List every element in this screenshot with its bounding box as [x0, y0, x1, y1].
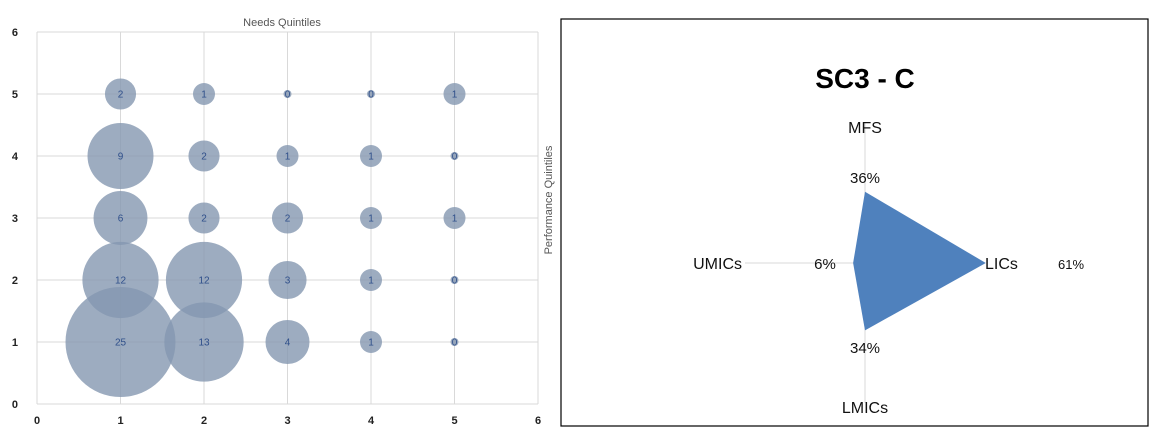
bubble-x-tick-label: 1: [117, 415, 123, 427]
bubble-x-tick-label: 5: [451, 415, 457, 427]
bubble-point: [104, 78, 137, 110]
bubble-data-label: 1: [368, 214, 374, 225]
bubble-data-label: 25: [115, 338, 127, 349]
bubble-data-label: 1: [368, 152, 374, 163]
bubble-x-tick-label: 3: [284, 415, 290, 427]
radar-panel-border: [560, 18, 1149, 427]
bubble-point: [165, 241, 243, 319]
bubble-point: [87, 123, 154, 189]
radar-chart: SC3 - C MFS LICs LMICs UMICs 36% 61% 34% 6%: [560, 18, 1149, 427]
bubble-point: [268, 260, 307, 300]
bubble-x-tick-label: 2: [201, 415, 207, 427]
bubble-x-tick-label: 6: [535, 415, 541, 427]
bubble-data-label: 0: [452, 152, 458, 163]
bubble-data-label: 13: [198, 338, 210, 349]
radar-polygon: [853, 191, 986, 331]
radar-axis-name: LMICs: [842, 400, 888, 417]
bubble-point: [65, 287, 176, 397]
bubble-point: [450, 276, 459, 284]
bubble-point: [450, 338, 459, 346]
bubble-y-axis-title: Performance Quintiles: [543, 145, 555, 254]
bubble-data-label: 2: [201, 152, 207, 163]
bubble-point: [360, 331, 382, 353]
bubble-data-label: 0: [368, 90, 374, 101]
bubble-data-label: 2: [118, 90, 124, 101]
bubble-point: [360, 145, 382, 167]
bubble-y-tick-label: 6: [12, 27, 18, 39]
bubble-data-label: 1: [201, 90, 207, 101]
radar-axis-name: MFS: [848, 120, 882, 137]
bubble-point: [360, 269, 382, 291]
bubble-point: [443, 83, 466, 105]
bubble-x-tick-label: 4: [368, 415, 375, 427]
bubble-data-label: 0: [452, 276, 458, 287]
bubble-data-label: 2: [201, 214, 207, 225]
bubble-y-tick-label: 0: [12, 399, 18, 411]
bubble-point: [164, 302, 244, 382]
radar-value-label: 34%: [850, 340, 880, 357]
bubble-y-tick-label: 1: [12, 337, 18, 349]
bubble-point: [188, 202, 220, 234]
radar-axis-name: LICs: [985, 256, 1018, 273]
bubble-data-label: 1: [285, 152, 291, 163]
bubble-data-label: 9: [118, 152, 124, 163]
bubble-data-label: 1: [452, 90, 458, 101]
radar-chart-title: SC3 - C: [815, 63, 915, 94]
bubble-x-tick-label: 0: [34, 415, 40, 427]
bubble-data-label: 0: [452, 338, 458, 349]
bubble-data-label: 3: [285, 276, 291, 287]
radar-value-label: 36%: [850, 170, 880, 187]
bubble-data-label: 0: [285, 90, 291, 101]
bubble-point: [265, 320, 310, 364]
bubble-point: [276, 145, 299, 167]
bubble-y-tick-label: 4: [12, 151, 19, 163]
bubble-labels: 2 1 0 0 19 2 1 1 06 2 2 1 112 12 3 1 025 13 4 1 0: [115, 90, 458, 349]
radar-axis-name: UMICs: [693, 256, 742, 273]
bubble-data-label: 1: [452, 214, 458, 225]
radar-value-label: 61%: [1058, 257, 1084, 272]
bubble-data-label: 2: [285, 214, 291, 225]
bubble-data-label: 1: [368, 338, 374, 349]
bubble-points: [65, 78, 466, 397]
radar-value-label: 6%: [814, 256, 836, 273]
radar-labels: MFS LICs LMICs UMICs 36% 61% 34% 6%: [693, 120, 1084, 417]
bubble-chart-title: Needs Quintiles: [243, 17, 321, 29]
bubble-point: [193, 83, 215, 105]
radar-shape: [853, 191, 986, 331]
bubble-data-label: 12: [115, 276, 127, 287]
bubble-point: [360, 207, 382, 229]
bubble-point: [450, 152, 459, 160]
bubble-data-label: 1: [368, 276, 374, 287]
bubble-data-label: 12: [198, 276, 210, 287]
bubble-chart: 2 1 0 0 19 2 1 1 06 2 2 1 112 12 3 1 025 13 4 1 0 0 1 2 3 4 5 6012…: [12, 17, 555, 427]
bubble-point: [443, 207, 466, 229]
bubble-point: [271, 202, 304, 234]
bubble-point: [93, 191, 148, 245]
bubble-point: [367, 90, 375, 98]
bubble-y-tick-label: 3: [12, 213, 18, 225]
bubble-data-label: 6: [118, 214, 124, 225]
bubble-data-label: 4: [285, 338, 291, 349]
bubble-y-tick-label: 2: [12, 275, 18, 287]
bubble-point: [283, 90, 292, 98]
bubble-point: [188, 140, 220, 172]
bubble-y-tick-label: 5: [12, 89, 18, 101]
